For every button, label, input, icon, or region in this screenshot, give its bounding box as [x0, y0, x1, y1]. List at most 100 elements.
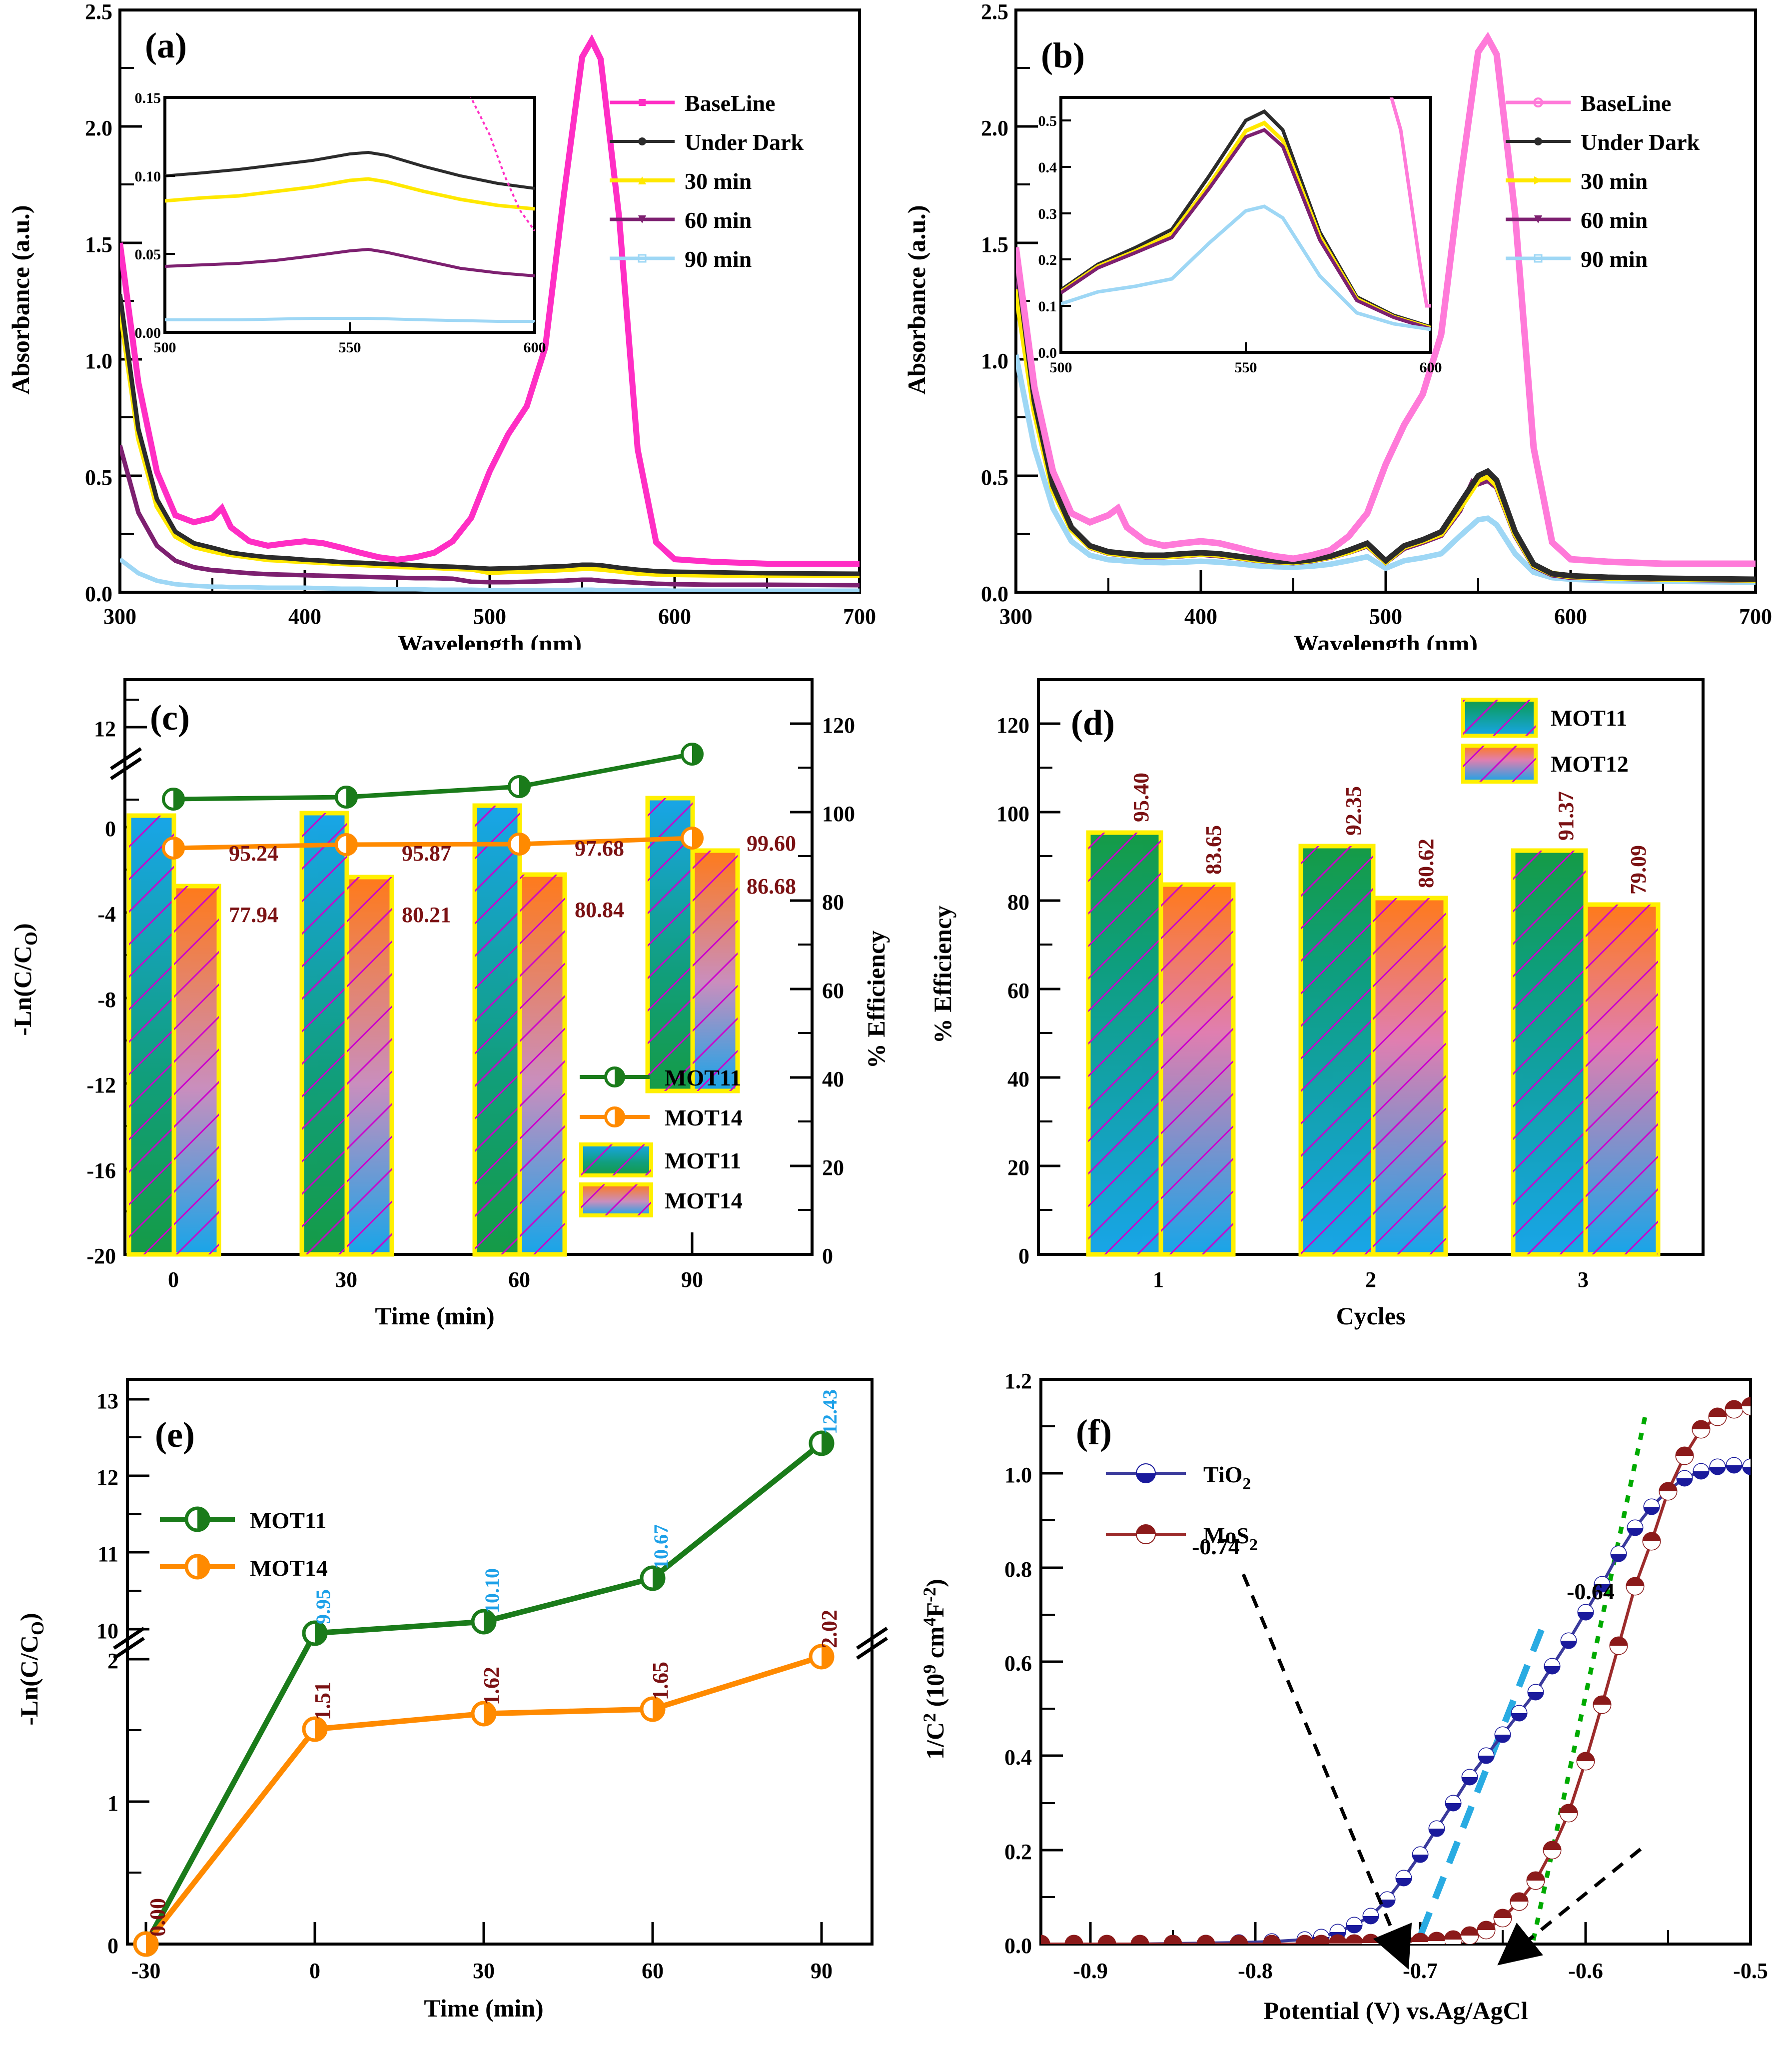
value-mot14: 1.65	[648, 1662, 673, 1700]
panel-e-xtick: 0	[309, 1959, 320, 1983]
panel-a-xtick: 500	[473, 604, 506, 629]
panel-c-label: (c)	[150, 698, 190, 738]
bar-value-mot11: 91.37	[1554, 791, 1578, 841]
panel-a: 2.5 2.0 1.5 1.0 0.5 0.0 Absorbance (a.u.…	[0, 0, 896, 650]
panel-a-legend-item: 30 min	[685, 168, 752, 194]
panel-d-legend: MOT11 MOT12	[1461, 698, 1629, 784]
panel-b-yaxis: 2.5 2.0 1.5 1.0 0.5 0.0 Absorbance (a.u.…	[902, 0, 1038, 606]
panel-b-inset-xtick: 500	[1050, 359, 1072, 376]
panel-b-xlabel: Wavelength (nm)	[1294, 630, 1478, 650]
value-mot11: 12.43	[819, 1389, 841, 1434]
panel-e-xtick: -30	[131, 1959, 161, 1983]
panel-f-legend: TiO2 MoS2	[1106, 1462, 1258, 1554]
panel-b-ytick: 0.5	[981, 465, 1008, 490]
panel-f-ytick: 0.0	[1004, 1934, 1032, 1958]
annotation-value: -0.64	[1567, 1579, 1615, 1604]
panel-a-curves	[120, 34, 860, 592]
panel-d-ytick: 0	[1018, 1244, 1029, 1268]
panel-c-ytick-right: 60	[822, 979, 844, 1003]
panel-b-inset-ytick: 0.0	[1038, 345, 1057, 361]
curve-60min	[120, 444, 860, 588]
panel-c-ytick-right: 80	[822, 890, 844, 915]
panel-b-label: (b)	[1041, 35, 1085, 75]
inset-b-baseline	[1389, 97, 1431, 308]
panel-e: 0 1 2 10 11 12 13 -Ln(C/CO) -30 0 30 60 …	[0, 1349, 896, 2047]
panel-f-legend-item: TiO2	[1203, 1462, 1251, 1493]
panel-b-legend-item: BaseLine	[1581, 90, 1671, 116]
marker-mot14	[133, 1644, 835, 1957]
line-mot14	[173, 836, 693, 851]
panel-e-ytick: 1	[107, 1791, 118, 1816]
panel-a-inset-ytick: 0.15	[135, 90, 161, 106]
panel-b-xtick: 400	[1184, 604, 1217, 629]
panel-e-axis-break-right	[856, 1627, 888, 1660]
panel-c-ytick-left: -4	[97, 902, 116, 927]
panel-c-ytick-right: 20	[822, 1155, 844, 1180]
panel-c-ytick-left: -12	[86, 1073, 116, 1097]
panel-e-ytick: 12	[96, 1465, 118, 1490]
panel-c-ytick-left: 0	[105, 817, 116, 841]
panel-e-legend-item: MOT14	[250, 1555, 328, 1581]
panel-f-yaxis: 0.0 0.2 0.4 0.6 0.8 1.0 1.2 1/C2 (109 cm…	[919, 1369, 1063, 1958]
panel-b-inset-ytick: 0.1	[1038, 298, 1057, 315]
inset-a-baseline	[470, 97, 535, 232]
panel-a-inset-xtick: 500	[154, 339, 176, 356]
panel-c-ytick-right: 0	[822, 1244, 833, 1268]
panel-f-xtick: -0.6	[1568, 1959, 1603, 1983]
panel-a-inset-ytick: 0.05	[135, 246, 161, 263]
inset-b-60min	[1061, 127, 1431, 331]
panel-f-xtick: -0.7	[1403, 1959, 1438, 1983]
panel-e-xtick: 30	[473, 1959, 495, 1983]
panel-a-yaxis: 2.5 2.0 1.5 1.0 0.5 0.0 Absorbance (a.u.…	[6, 0, 142, 606]
bar-value-mot11: 92.35	[1341, 786, 1366, 836]
panel-b-ytick: 1.0	[981, 349, 1008, 373]
panel-e-ylabel: -Ln(C/CO)	[15, 1613, 47, 1725]
panel-a-inset-xtick: 600	[524, 339, 546, 356]
value-mot14: 1.51	[310, 1682, 335, 1720]
panel-a-legend-item: 90 min	[685, 246, 752, 272]
panel-d-xtick: 1	[1153, 1267, 1164, 1292]
panel-b-inset-ytick: 0.4	[1038, 159, 1057, 176]
curve-baseline	[120, 34, 860, 567]
panel-a-ytick: 1.0	[85, 349, 112, 373]
inset-a-60min	[165, 247, 535, 277]
panel-e-lines	[133, 1430, 835, 1957]
bar-value-mot14: 80.84	[575, 898, 624, 922]
panel-a-xtick: 600	[658, 604, 691, 629]
panel-e-value-labels: 0.00 9.95 10.10 10.67 12.43 1.51 1.62 1.…	[145, 1389, 842, 1937]
panel-c-yaxis-right: 0 20 40 60 80 100 120 % Efficiency	[790, 713, 890, 1268]
panel-c-xtick: 0	[168, 1267, 179, 1292]
panel-b-xtick: 700	[1739, 604, 1772, 629]
panel-e-legend-item: MOT11	[250, 1508, 326, 1533]
panel-a-ytick: 1.5	[85, 232, 112, 257]
panel-e-yaxis: 0 1 2 10 11 12 13 -Ln(C/CO)	[15, 1389, 888, 1958]
curve-b-baseline	[1016, 31, 1756, 567]
curve-30min	[120, 308, 860, 578]
panel-d-legend-item: MOT11	[1551, 705, 1627, 731]
panel-b-xtick: 300	[999, 604, 1032, 629]
curve-b-90min	[1016, 354, 1756, 585]
value-mot11: 10.10	[481, 1568, 503, 1613]
value-mot11: 9.95	[312, 1589, 334, 1624]
panel-d-ytick: 80	[1007, 890, 1029, 915]
panel-b-curves	[1016, 31, 1756, 585]
panel-d-ytick: 120	[996, 713, 1029, 738]
value-mot14: 1.62	[479, 1667, 504, 1705]
panel-d-xtick: 3	[1578, 1267, 1589, 1292]
panel-a-legend-item: 60 min	[685, 207, 752, 233]
bar-value-mot14: 77.94	[229, 903, 278, 927]
panel-a-legend-item: BaseLine	[685, 90, 775, 116]
panel-e-ytick: 11	[97, 1542, 118, 1566]
curve-under-dark	[120, 294, 860, 576]
panel-f-xtick: -0.8	[1238, 1959, 1273, 1983]
panel-b-inset-ytick: 0.2	[1038, 252, 1057, 268]
panel-c-ytick-right: 120	[822, 713, 855, 738]
panel-c-bars	[126, 796, 740, 1257]
panel-f-curves	[1041, 1397, 1751, 1944]
panel-e-axis-break-left	[113, 1627, 145, 1660]
panel-f-ytick: 1.0	[1004, 1463, 1032, 1487]
panel-f-ylabel: 1/C2 (109 cm4F-2)	[919, 1579, 949, 1760]
panel-c-xtick: 60	[508, 1267, 530, 1292]
panel-c-xtick: 30	[335, 1267, 357, 1292]
inset-b-90min	[1061, 204, 1431, 331]
